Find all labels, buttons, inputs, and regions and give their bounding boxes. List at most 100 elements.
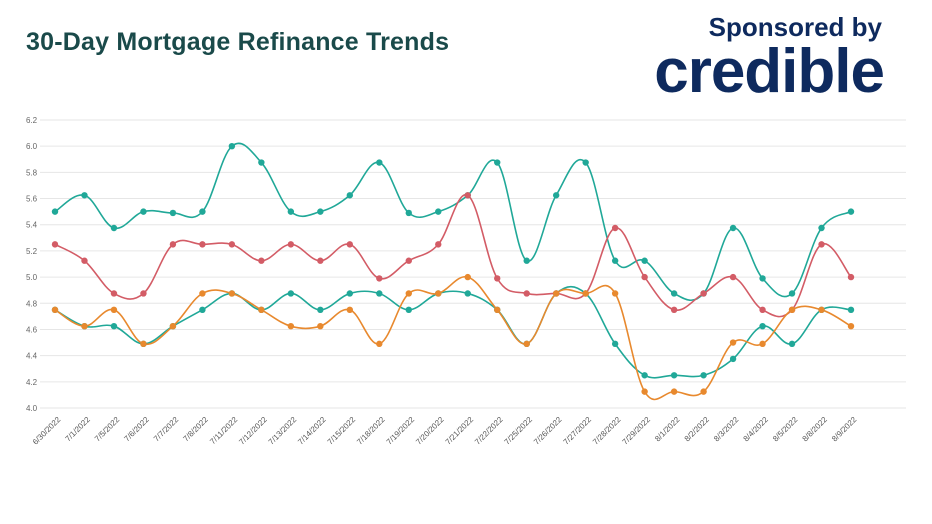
data-point-s3-10[interactable] [346, 306, 354, 314]
data-point-s3-26[interactable] [818, 306, 825, 314]
data-point-s1-16[interactable] [523, 257, 530, 264]
data-point-s2-5[interactable] [199, 241, 206, 248]
data-point-s1-18[interactable] [582, 159, 589, 166]
data-point-s2-1[interactable] [81, 257, 88, 264]
data-point-s2-24[interactable] [759, 306, 766, 314]
data-point-s1-15[interactable] [494, 159, 501, 166]
grid-lines [40, 119, 906, 409]
data-point-s3-20[interactable] [641, 388, 648, 395]
data-point-s1-1[interactable] [81, 192, 88, 199]
x-tick-label: 7/29/2022 [621, 415, 653, 447]
data-point-s2-23[interactable] [729, 273, 737, 281]
x-tick-label: 7/6/2022 [122, 415, 151, 444]
data-point-s3-6[interactable] [228, 290, 236, 297]
data-point-s2-20[interactable] [641, 273, 648, 281]
data-point-s3-4[interactable] [169, 322, 177, 330]
data-point-s1-2[interactable] [110, 224, 118, 232]
data-point-s2-13[interactable] [435, 241, 442, 248]
data-point-s1-13[interactable] [435, 208, 442, 215]
data-point-s3-11[interactable] [376, 340, 383, 348]
data-point-s1-5[interactable] [199, 208, 206, 215]
data-point-s2-27[interactable] [847, 273, 855, 281]
data-point-s1-0[interactable] [51, 208, 59, 215]
data-point-s3-24[interactable] [759, 340, 766, 348]
data-point-s3-5[interactable] [199, 290, 206, 297]
data-point-s3-1[interactable] [81, 322, 88, 330]
data-point-s2-7[interactable] [258, 257, 265, 264]
data-point-s1-27[interactable] [847, 208, 855, 215]
data-point-s4-10[interactable] [346, 290, 354, 297]
data-point-s2-0[interactable] [51, 241, 59, 248]
data-point-s2-19[interactable] [611, 224, 619, 232]
data-point-s1-19[interactable] [611, 257, 619, 264]
data-point-s2-14[interactable] [464, 192, 471, 199]
data-point-s2-22[interactable] [700, 290, 707, 297]
data-point-s3-15[interactable] [494, 306, 501, 314]
data-point-s2-2[interactable] [110, 290, 118, 297]
data-point-s1-25[interactable] [788, 290, 796, 297]
data-point-s2-9[interactable] [317, 257, 324, 264]
data-point-s4-11[interactable] [376, 290, 383, 297]
data-point-s4-14[interactable] [464, 290, 471, 297]
data-point-s1-20[interactable] [641, 257, 648, 264]
data-point-s2-21[interactable] [670, 306, 678, 314]
data-point-s3-13[interactable] [435, 290, 442, 297]
data-point-s1-17[interactable] [552, 192, 560, 199]
data-point-s1-8[interactable] [287, 208, 295, 215]
data-point-s2-3[interactable] [140, 290, 147, 297]
data-point-s3-22[interactable] [700, 388, 707, 395]
data-point-s2-4[interactable] [169, 241, 177, 248]
data-point-s1-6[interactable] [228, 142, 236, 150]
data-point-s1-3[interactable] [140, 208, 147, 215]
data-point-s1-26[interactable] [818, 224, 825, 232]
data-point-s1-4[interactable] [169, 209, 177, 217]
data-point-s3-17[interactable] [552, 290, 560, 297]
credible-logo[interactable]: credible [654, 37, 885, 106]
data-point-s4-9[interactable] [317, 306, 324, 314]
data-point-s4-27[interactable] [847, 306, 855, 314]
data-point-s1-21[interactable] [670, 290, 678, 297]
data-point-s2-12[interactable] [405, 257, 412, 264]
data-point-s1-9[interactable] [317, 208, 324, 215]
data-point-s4-22[interactable] [700, 372, 707, 379]
data-point-s3-2[interactable] [110, 306, 118, 314]
data-point-s4-24[interactable] [759, 322, 766, 330]
data-point-s4-20[interactable] [641, 372, 648, 379]
data-point-s2-11[interactable] [376, 275, 383, 282]
data-point-s3-23[interactable] [729, 339, 737, 346]
data-point-s1-24[interactable] [759, 275, 766, 282]
data-point-s3-3[interactable] [140, 340, 147, 348]
data-point-s3-21[interactable] [670, 388, 678, 395]
data-point-s4-8[interactable] [287, 290, 295, 297]
data-point-s4-2[interactable] [110, 322, 118, 330]
data-point-s2-16[interactable] [523, 290, 530, 297]
data-point-s2-6[interactable] [228, 241, 236, 248]
data-point-s4-19[interactable] [611, 340, 619, 348]
data-point-s2-15[interactable] [494, 275, 501, 282]
x-tick-label: 8/5/2022 [771, 415, 800, 444]
data-point-s4-23[interactable] [729, 355, 737, 363]
data-point-s4-12[interactable] [405, 306, 412, 314]
data-point-s3-0[interactable] [51, 306, 59, 314]
data-point-s3-18[interactable] [582, 290, 589, 297]
data-point-s3-27[interactable] [847, 322, 855, 330]
data-point-s3-16[interactable] [523, 340, 530, 348]
data-point-s3-8[interactable] [287, 322, 295, 330]
data-point-s1-7[interactable] [258, 159, 265, 166]
data-point-s1-12[interactable] [405, 209, 412, 217]
data-point-s3-25[interactable] [788, 306, 796, 314]
data-point-s1-11[interactable] [376, 159, 383, 166]
data-point-s4-25[interactable] [788, 340, 796, 348]
data-point-s2-10[interactable] [346, 241, 354, 248]
data-point-s4-21[interactable] [670, 372, 678, 379]
data-point-s2-8[interactable] [287, 241, 295, 248]
data-point-s3-9[interactable] [317, 322, 324, 330]
data-point-s3-14[interactable] [464, 273, 471, 281]
data-point-s1-10[interactable] [346, 192, 354, 199]
data-point-s3-7[interactable] [258, 306, 265, 314]
data-point-s3-19[interactable] [611, 290, 619, 297]
data-point-s4-5[interactable] [199, 306, 206, 314]
data-point-s3-12[interactable] [405, 290, 412, 297]
data-point-s1-23[interactable] [729, 224, 737, 232]
data-point-s2-26[interactable] [818, 241, 825, 248]
